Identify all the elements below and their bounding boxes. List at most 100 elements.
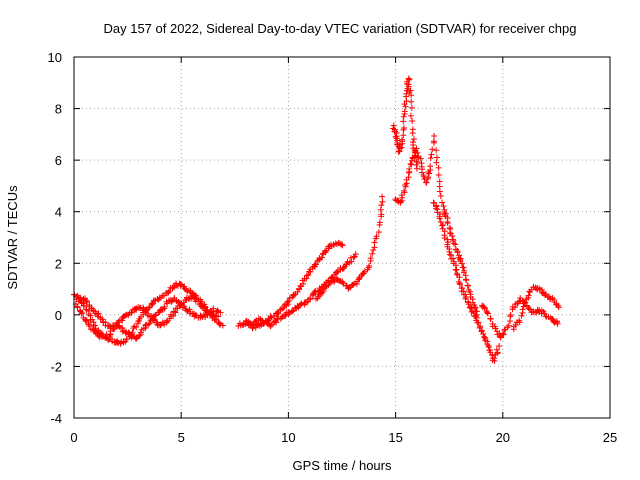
data-point	[425, 174, 432, 181]
data-point	[417, 155, 424, 162]
y-tick-label: 2	[55, 256, 62, 271]
data-point	[303, 275, 310, 282]
data-point	[464, 282, 471, 289]
data-point	[458, 260, 465, 267]
y-tick-label: -4	[50, 411, 62, 426]
data-point	[165, 289, 172, 296]
data-point	[146, 320, 153, 327]
data-point	[434, 209, 441, 216]
data-point	[465, 301, 472, 308]
data-point	[519, 306, 526, 313]
data-point	[452, 241, 459, 248]
data-point	[494, 349, 501, 356]
data-point	[414, 159, 421, 166]
data-point	[243, 318, 250, 325]
data-point	[428, 151, 435, 158]
data-point	[318, 254, 325, 261]
data-point	[406, 89, 413, 96]
data-point	[491, 355, 498, 362]
data-point	[429, 146, 436, 153]
data-point	[298, 300, 305, 307]
y-tick-label: -2	[50, 359, 62, 374]
data-point	[446, 251, 453, 258]
data-point	[366, 262, 373, 269]
data-point	[81, 302, 88, 309]
data-point	[456, 252, 463, 259]
data-point	[320, 288, 327, 295]
data-point	[216, 320, 223, 327]
data-point	[493, 346, 500, 353]
data-point	[217, 309, 224, 316]
data-point	[433, 205, 440, 212]
data-point	[375, 229, 382, 236]
data-point	[254, 322, 261, 329]
data-point	[452, 246, 459, 253]
data-point	[413, 161, 420, 168]
data-point	[371, 239, 378, 246]
data-point	[407, 112, 414, 119]
data-point	[83, 306, 90, 313]
x-tick-label: 20	[496, 430, 510, 445]
data-point	[82, 318, 89, 325]
data-point	[286, 295, 293, 302]
data-point	[204, 312, 211, 319]
data-point	[501, 327, 508, 334]
data-point	[555, 304, 562, 311]
data-point	[440, 203, 447, 210]
data-point	[472, 313, 479, 320]
data-point	[444, 220, 451, 227]
data-point	[400, 187, 407, 194]
data-point	[520, 303, 527, 310]
data-point	[95, 310, 102, 317]
data-point	[399, 136, 406, 143]
data-point	[413, 165, 420, 172]
data-point	[433, 147, 440, 154]
data-point	[136, 332, 143, 339]
data-point	[436, 183, 443, 190]
data-point	[145, 321, 152, 328]
data-point	[350, 254, 357, 261]
data-point	[307, 296, 314, 303]
data-point	[401, 101, 408, 108]
data-point	[172, 309, 179, 316]
x-tick-label: 10	[281, 430, 295, 445]
data-point	[401, 108, 408, 115]
data-point	[518, 312, 525, 319]
data-point	[369, 250, 376, 257]
y-tick-label: 6	[55, 153, 62, 168]
y-tick-label: 8	[55, 102, 62, 117]
data-point	[133, 334, 140, 341]
data-point	[454, 249, 461, 256]
data-point	[496, 343, 503, 350]
data-point	[496, 330, 503, 337]
data-point	[427, 155, 434, 162]
data-point	[339, 242, 346, 249]
data-point	[183, 307, 190, 314]
data-point	[414, 149, 421, 156]
data-point	[181, 303, 188, 310]
data-point	[367, 255, 374, 262]
data-point	[376, 219, 383, 226]
x-tick-label: 0	[70, 430, 77, 445]
data-point	[500, 331, 507, 338]
data-point	[285, 297, 292, 304]
data-point	[410, 136, 417, 143]
data-point	[152, 312, 159, 319]
data-point	[406, 76, 413, 83]
data-point	[485, 342, 492, 349]
data-point	[86, 323, 93, 330]
x-tick-label: 5	[178, 430, 185, 445]
data-point	[179, 304, 186, 311]
data-point	[475, 319, 482, 326]
data-point	[338, 241, 345, 248]
data-point	[370, 247, 377, 254]
data-point	[467, 304, 474, 311]
data-point	[406, 165, 413, 172]
data-point	[426, 170, 433, 177]
data-point	[390, 122, 397, 129]
data-point	[423, 179, 430, 186]
data-point	[484, 309, 491, 316]
data-point	[456, 281, 463, 288]
data-point	[395, 148, 402, 155]
